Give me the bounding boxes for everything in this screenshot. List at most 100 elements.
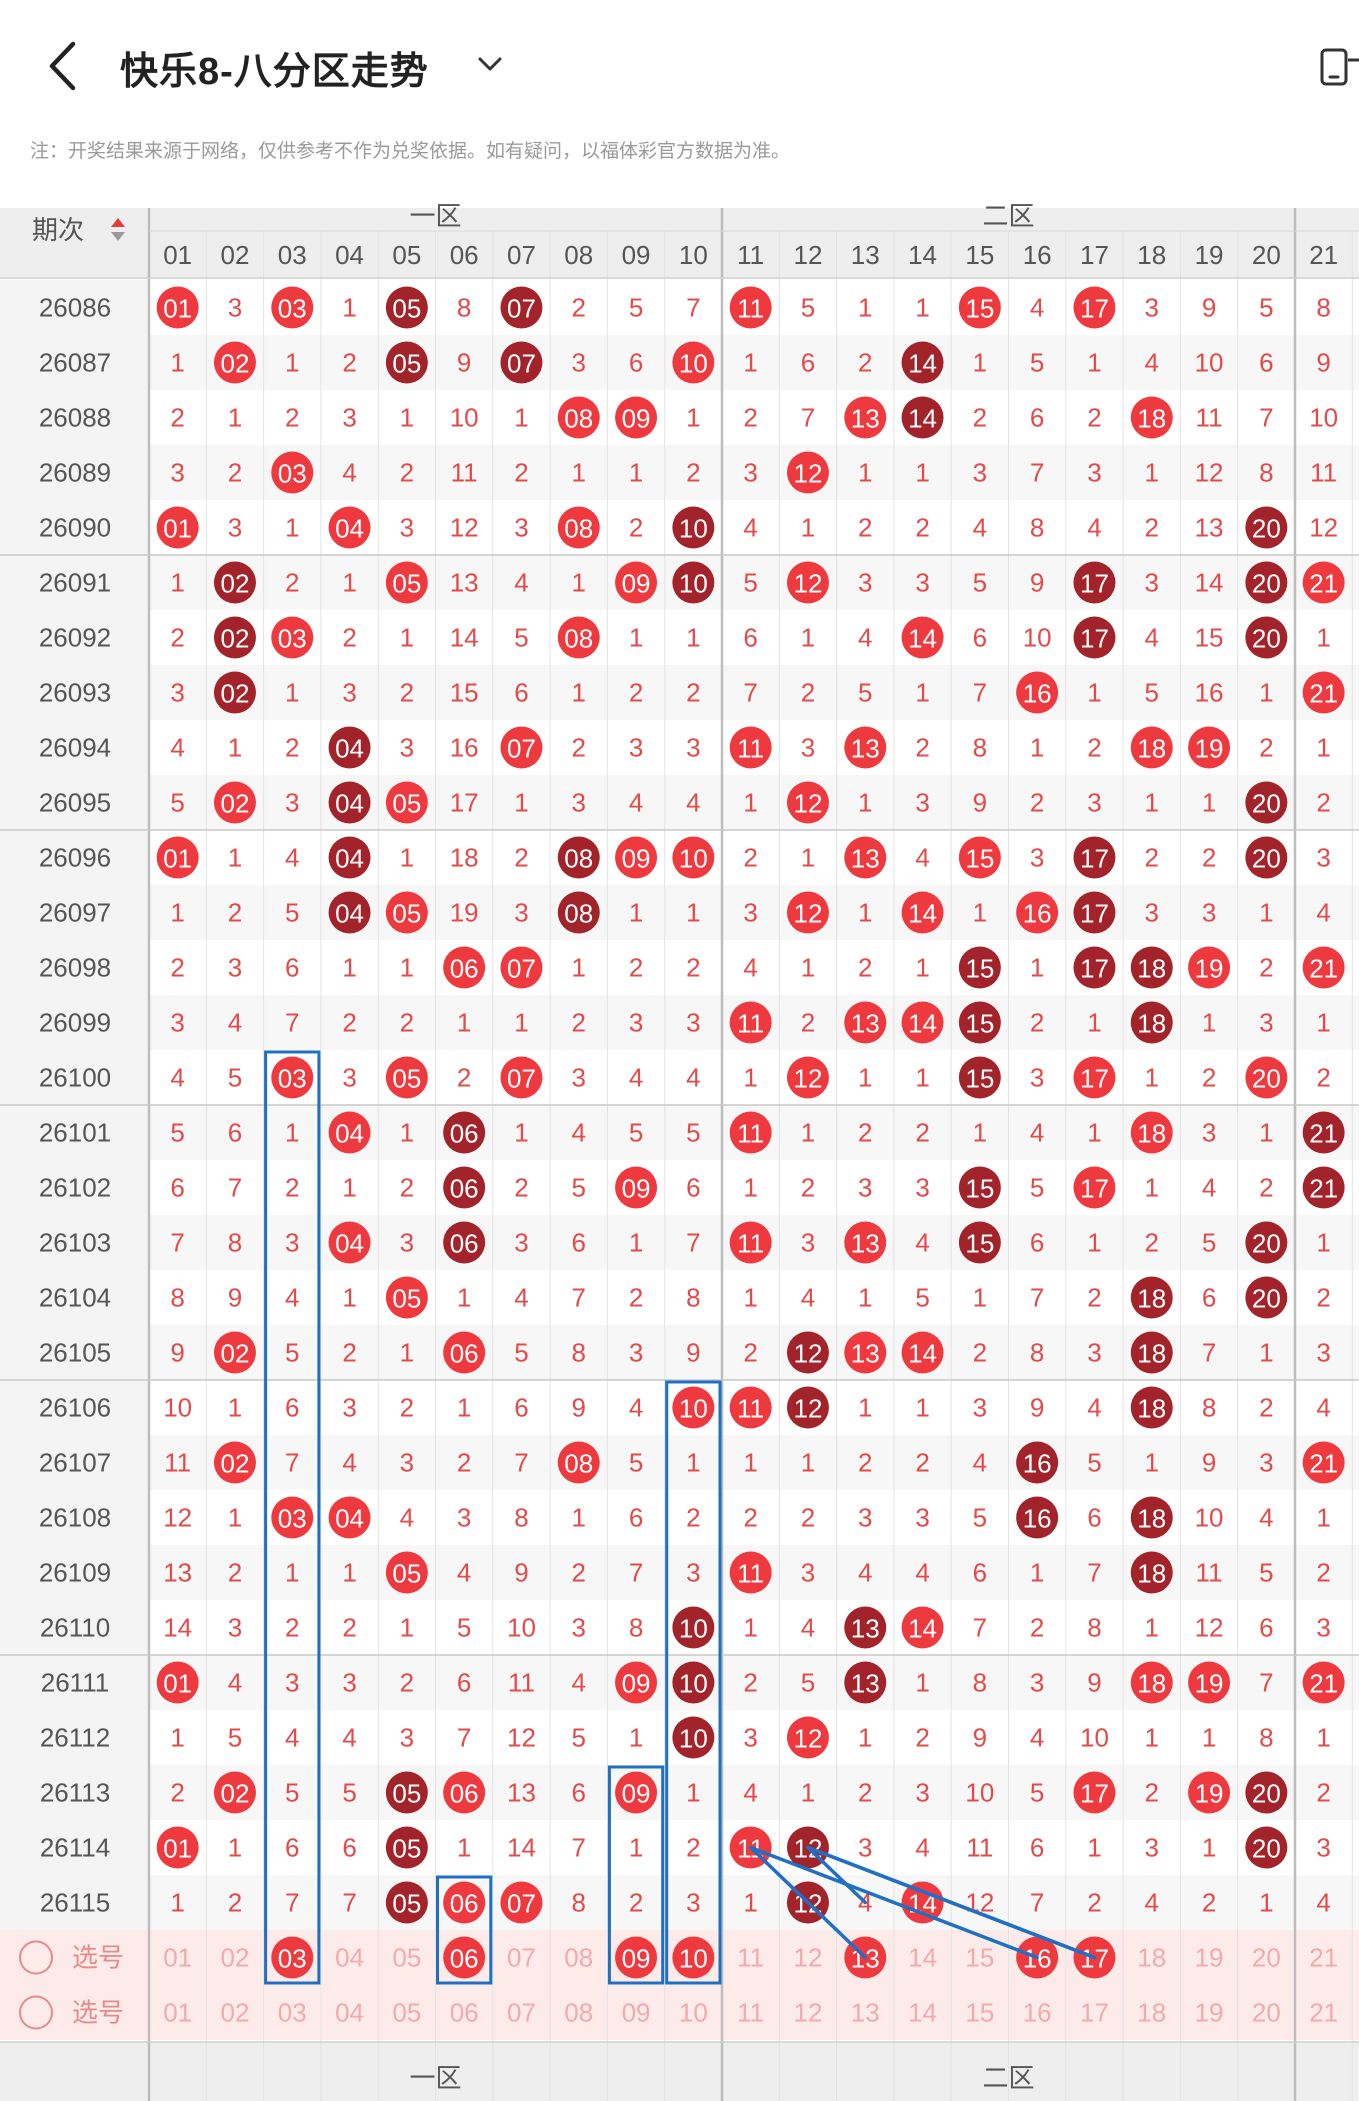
period-cell: 26102 (39, 1173, 111, 1203)
phone-icon[interactable] (1318, 44, 1359, 90)
miss-count: 2 (170, 1778, 184, 1808)
radio-icon[interactable] (19, 1995, 53, 2030)
miss-count: 1 (342, 1173, 356, 1203)
hit-number: 01 (163, 514, 192, 544)
hit-number: 13 (851, 1339, 880, 1369)
miss-count: 1 (629, 898, 643, 928)
miss-count: 1 (342, 1558, 356, 1588)
miss-count: 7 (1030, 1283, 1044, 1313)
selected-ball[interactable] (443, 1936, 486, 1979)
miss-count: 2 (915, 733, 929, 763)
miss-count: 4 (1316, 1888, 1330, 1918)
miss-count: 2 (285, 1173, 299, 1203)
miss-count: 4 (572, 1668, 586, 1698)
miss-count: 7 (342, 1888, 356, 1918)
hit-ball (1130, 1111, 1173, 1154)
miss-count: 3 (629, 733, 643, 763)
miss-count: 3 (801, 1558, 815, 1588)
miss-count: 2 (1259, 1393, 1273, 1423)
miss-count: 8 (514, 1503, 528, 1533)
miss-count: 9 (572, 1393, 586, 1423)
miss-count: 3 (400, 513, 414, 543)
hit-ball (1302, 946, 1345, 989)
miss-count: 4 (228, 1668, 242, 1698)
hit-ball (958, 286, 1001, 329)
miss-count: 1 (1202, 1723, 1216, 1753)
hit-number: 06 (450, 1229, 479, 1259)
selected-ball[interactable] (271, 1936, 314, 1979)
miss-count: 1 (1316, 1228, 1330, 1258)
select-number-option: 20 (1252, 1998, 1281, 2028)
sort-down-icon[interactable] (111, 232, 125, 241)
miss-count: 2 (629, 513, 643, 543)
column-header-06: 06 (450, 240, 479, 270)
hit-ball (213, 341, 256, 384)
miss-count: 6 (285, 1393, 299, 1423)
hit-ball (328, 1496, 371, 1539)
miss-count: 13 (1195, 513, 1224, 543)
miss-count: 11 (1310, 458, 1337, 488)
hit-number: 07 (507, 349, 536, 379)
miss-count: 1 (1202, 788, 1216, 818)
row-period-bg (0, 335, 149, 390)
radio-icon[interactable] (19, 1940, 53, 1975)
miss-count: 13 (163, 1558, 192, 1588)
hit-number: 17 (1080, 624, 1109, 654)
miss-count: 4 (228, 1008, 242, 1038)
miss-count: 1 (1145, 1448, 1159, 1478)
table-footer-bg (0, 2042, 1359, 2101)
miss-count: 2 (858, 513, 872, 543)
miss-count: 3 (743, 458, 757, 488)
hit-ball (443, 1331, 486, 1374)
miss-count: 1 (1145, 1723, 1159, 1753)
hit-number: 11 (737, 1559, 764, 1589)
miss-count: 3 (342, 1668, 356, 1698)
select-row-label: 选号 (72, 1943, 124, 1973)
hit-ball (615, 836, 658, 879)
miss-count: 5 (457, 1613, 471, 1643)
period-header[interactable]: 期次 (32, 215, 125, 245)
miss-count: 2 (973, 403, 987, 433)
select-number-option: 12 (793, 1943, 822, 1973)
miss-count: 10 (507, 1613, 536, 1643)
miss-count: 3 (228, 293, 242, 323)
miss-count: 12 (1195, 458, 1224, 488)
miss-count: 3 (228, 953, 242, 983)
period-cell: 26090 (39, 513, 111, 543)
miss-count: 13 (450, 568, 479, 598)
row-period-bg (0, 885, 149, 940)
chevron-down-icon[interactable] (472, 46, 508, 82)
hit-ball (1073, 836, 1116, 879)
miss-count: 2 (457, 1448, 471, 1478)
hit-number: 02 (220, 1339, 249, 1369)
select-row[interactable]: 选号 01 02 03 04 05 06 07 08 09 10 11 12 13 14 15 16 17 18 19… (19, 1995, 1338, 2030)
miss-count: 1 (973, 1283, 987, 1313)
row-period-bg (0, 1490, 149, 1545)
miss-count: 1 (915, 458, 929, 488)
hit-number: 11 (737, 1229, 764, 1259)
miss-count: 2 (342, 1008, 356, 1038)
selected-ball[interactable] (615, 1936, 658, 1979)
miss-count: 2 (400, 1008, 414, 1038)
sort-up-icon[interactable] (111, 218, 125, 227)
miss-count: 12 (163, 1503, 192, 1533)
miss-count: 2 (1202, 1063, 1216, 1093)
miss-count: 1 (743, 348, 757, 378)
period-cell: 26093 (39, 678, 111, 708)
column-header-01: 01 (163, 240, 192, 270)
hit-ball (615, 1771, 658, 1814)
miss-count: 2 (285, 568, 299, 598)
hit-number: 12 (793, 789, 822, 819)
miss-count: 1 (228, 1833, 242, 1863)
chevron-left-icon[interactable] (40, 36, 90, 96)
select-row[interactable]: 选号 01 02 03 04 05 06 07 08 09 10 11 12 13 14 15 16 17 18 19… (19, 1936, 1338, 1979)
hit-ball (729, 1551, 772, 1594)
hit-ball (500, 946, 543, 989)
miss-count: 3 (858, 1503, 872, 1533)
hit-number: 12 (793, 1339, 822, 1369)
hit-ball (328, 781, 371, 824)
hit-ball (958, 836, 1001, 879)
hit-ball (1130, 1551, 1173, 1594)
miss-count: 3 (1030, 843, 1044, 873)
selected-ball[interactable] (672, 1936, 715, 1979)
